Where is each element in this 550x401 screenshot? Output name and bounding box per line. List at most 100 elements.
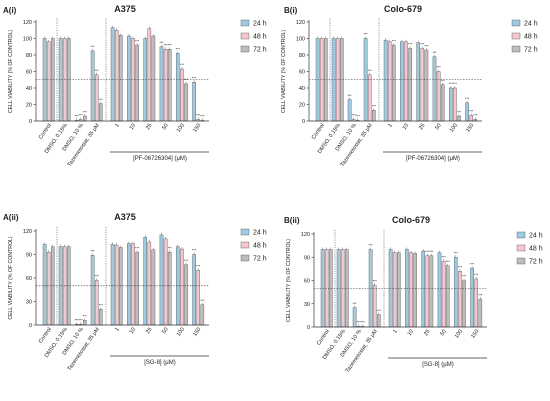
significance-mark: *** [196, 264, 201, 268]
significance-mark: *** [392, 39, 397, 43]
significance-mark: *** [200, 299, 205, 303]
bar-48h [147, 28, 152, 122]
x-tick-label: Tazemetostat, 35 μM [345, 328, 380, 374]
significance-mark: *** [462, 275, 467, 279]
significance-mark: *** [75, 114, 80, 118]
significance-mark: *** [95, 275, 100, 279]
legend-swatch [516, 231, 526, 239]
bar-72h [413, 253, 417, 328]
legend-swatch [240, 45, 250, 53]
bar-72h [440, 84, 445, 122]
significance-mark: *** [79, 318, 84, 322]
bar-72h [167, 49, 172, 122]
bar-24h [110, 27, 115, 122]
significance-mark: *** [348, 94, 353, 98]
y-tick-label: 0 [307, 325, 310, 331]
x-tick-label: 10 [402, 123, 410, 131]
significance-mark: *** [469, 109, 474, 113]
panel-tag: A(ii) [3, 213, 19, 222]
bar-72h [200, 304, 205, 326]
significance-mark: *** [95, 69, 100, 73]
panel-3: B(ii) Colo-679 CELL VIABILITY (% OF CONTRO… [284, 215, 543, 374]
y-tick-label: 80 [299, 53, 305, 59]
y-tick-label: 90 [304, 255, 310, 261]
significance-mark: *** [478, 293, 483, 297]
bar-48h [163, 238, 168, 326]
y-axis-label: CELL VIABILITY (% OF CONTROL) [8, 30, 14, 114]
bar-48h [458, 271, 462, 328]
y-tick-label: 120 [296, 20, 305, 26]
bar-24h [347, 99, 352, 122]
bar-48h [114, 30, 119, 122]
bar-72h [98, 309, 103, 326]
significance-mark: *** [184, 78, 189, 82]
significance-mark: *** [425, 250, 430, 254]
dose-bracket-label: [SG-8] (μM) [144, 360, 175, 366]
significance-mark: *** [449, 82, 454, 86]
significance-mark: *** [352, 114, 357, 118]
bar-72h [118, 35, 123, 122]
bar-72h [397, 252, 401, 328]
y-tick-label: 90 [26, 253, 32, 259]
chart-title: Colo-679 [392, 215, 430, 225]
legend-swatch [511, 32, 521, 40]
bar-24h [110, 244, 115, 326]
x-tick-label: 1 [392, 329, 399, 335]
bar-48h [409, 252, 413, 328]
significance-mark: *** [437, 66, 442, 70]
x-tick-label: Tazemetostat, 35 μM [67, 122, 102, 168]
bar-72h [462, 280, 466, 328]
legend-label: 48 h [253, 243, 267, 250]
significance-mark: *** [200, 115, 205, 119]
bar-72h [82, 320, 87, 326]
dose-bracket-label: [PF-06726304] (μM) [406, 156, 460, 162]
bar-72h [372, 110, 376, 122]
significance-mark: *** [470, 262, 475, 266]
y-tick-label: 120 [301, 232, 310, 238]
y-tick-label: 120 [23, 20, 32, 26]
legend-label: 72 h [529, 259, 543, 266]
x-tick-label: Control [311, 123, 326, 141]
bar-24h [42, 244, 47, 326]
bar-24h [437, 252, 442, 328]
bar-72h [135, 251, 139, 326]
bar-48h [180, 68, 184, 122]
bar-48h [46, 251, 51, 326]
significance-mark: *** [79, 114, 84, 118]
y-tick-label: 30 [26, 300, 32, 306]
significance-mark: *** [420, 43, 425, 47]
significance-mark: *** [159, 41, 164, 45]
bar-24h [159, 46, 164, 122]
significance-mark: *** [192, 249, 197, 253]
y-tick-label: 60 [26, 276, 32, 282]
significance-mark: *** [474, 273, 479, 277]
legend-label: 24 h [524, 21, 538, 28]
significance-mark: *** [441, 79, 446, 83]
significance-mark: *** [368, 69, 373, 73]
bar-48h [404, 41, 408, 122]
bar-72h [392, 44, 396, 122]
significance-mark: *** [356, 115, 361, 119]
x-tick-label: 50 [439, 329, 447, 337]
bar-72h [184, 83, 188, 122]
legend-label: 72 h [253, 47, 267, 54]
significance-mark: *** [465, 97, 470, 101]
bar-48h [420, 48, 425, 122]
significance-mark: *** [364, 33, 369, 37]
y-tick-label: 80 [26, 53, 32, 59]
bar-72h [151, 35, 156, 122]
x-tick-label: 10 [407, 329, 415, 337]
legend-swatch [511, 19, 521, 27]
chart-title: Colo-679 [384, 4, 422, 14]
y-tick-label: 100 [23, 37, 32, 43]
bar-48h [196, 269, 201, 326]
y-tick-label: 60 [299, 70, 305, 76]
significance-mark: *** [135, 246, 140, 250]
bar-24h [159, 234, 164, 326]
bar-48h [372, 284, 377, 328]
y-tick-label: 40 [299, 86, 305, 92]
x-tick-label: 25 [418, 123, 426, 131]
bar-72h [151, 249, 156, 326]
x-tick-label: 10 [129, 327, 137, 335]
